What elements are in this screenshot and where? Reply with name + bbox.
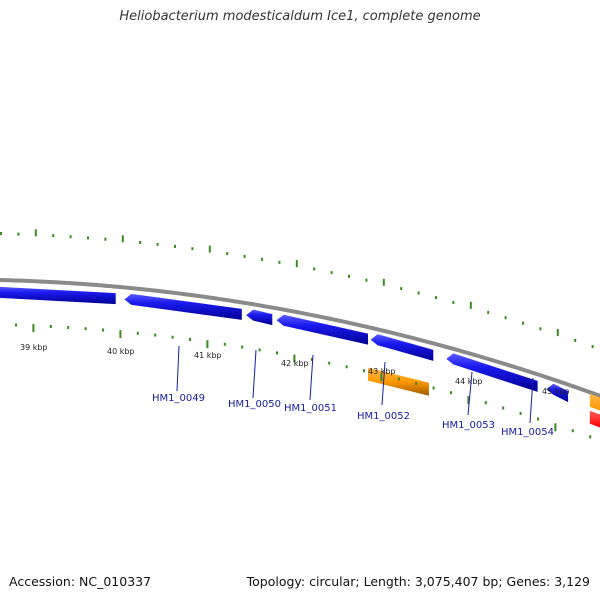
kbp-label: 42 kbp — [281, 359, 309, 368]
genome-summary-text: Topology: circular; Length: 3,075,407 bp… — [246, 574, 590, 589]
gene-feature[interactable] — [276, 314, 368, 345]
callout-line — [309, 354, 314, 401]
gene-feature[interactable] — [368, 367, 429, 396]
gene-features — [0, 286, 600, 443]
kbp-label: 41 kbp — [194, 351, 222, 360]
gene-feature[interactable] — [546, 383, 569, 403]
kbp-label: 39 kbp — [20, 343, 48, 352]
map-title: Heliobacterium modesticaldum Ice1, compl… — [119, 9, 481, 24]
outer-tick-ring — [0, 229, 594, 349]
genome-backbone — [0, 277, 600, 398]
kbp-label: 43 kbp — [368, 367, 396, 376]
scale-labels: 39 kbp 40 kbp 41 kbp 42 kbp 43 kbp 44 kb… — [20, 343, 570, 396]
callout-line — [381, 361, 386, 406]
accession-text: Accession: NC_010337 — [9, 574, 152, 589]
gene-feature[interactable] — [0, 286, 116, 305]
gene-feature[interactable] — [124, 293, 242, 320]
callout-line — [529, 377, 534, 424]
kbp-label: 40 kbp — [107, 347, 135, 356]
callout-line — [467, 371, 473, 416]
callout-line — [176, 345, 180, 392]
gene-feature[interactable] — [446, 353, 538, 392]
gene-label[interactable]: HM1_0054 — [501, 427, 554, 438]
inner-tick-ring — [15, 323, 592, 439]
gene-label[interactable]: HM1_0049 — [152, 393, 205, 404]
gene-label[interactable]: HM1_0050 — [228, 399, 281, 410]
kbp-label: 45 kbp — [542, 387, 570, 396]
kbp-label: 44 kbp — [455, 377, 483, 386]
gene-label[interactable]: HM1_0052 — [357, 411, 410, 422]
gene-feature[interactable] — [370, 334, 434, 361]
gene-labels: HM1_0049 HM1_0050 HM1_0051 HM1_0052 HM1_… — [152, 345, 554, 438]
gene-feature[interactable] — [246, 309, 273, 326]
callout-line — [252, 349, 257, 399]
gene-label[interactable]: HM1_0053 — [442, 420, 495, 431]
gene-label[interactable]: HM1_0051 — [284, 403, 337, 414]
gene-feature[interactable] — [589, 393, 600, 426]
gene-feature[interactable] — [589, 410, 600, 443]
